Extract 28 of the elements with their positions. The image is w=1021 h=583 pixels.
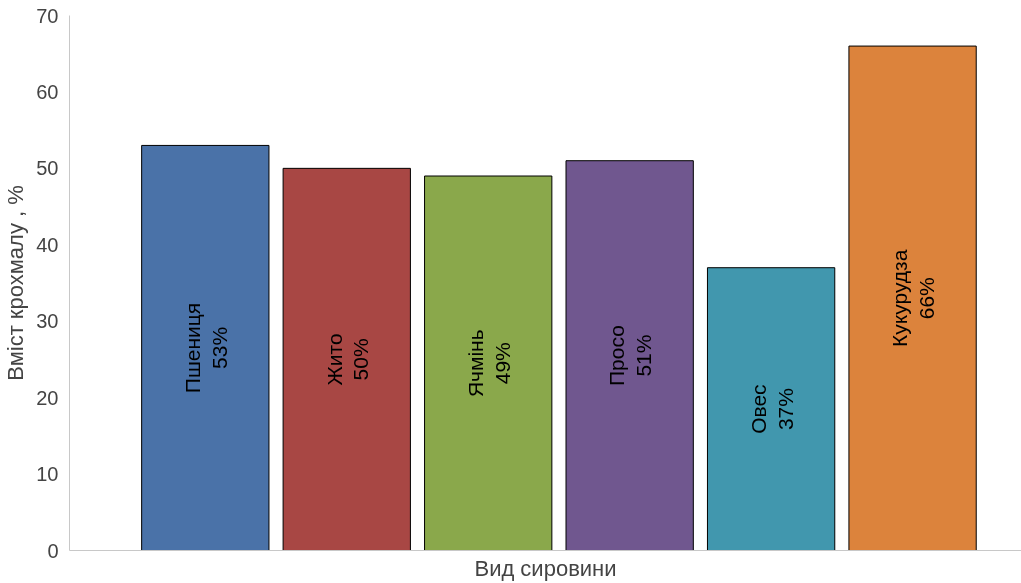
data-label: 49% xyxy=(490,342,514,385)
x-tick-label: Овес xyxy=(746,384,770,434)
y-tick-label: 20 xyxy=(36,386,59,409)
y-axis-title: Вміст крохмалу , % xyxy=(3,185,29,381)
bar xyxy=(282,167,411,551)
data-label: 51% xyxy=(632,334,656,377)
y-tick-label: 0 xyxy=(47,539,59,562)
x-tick-label: Ячмінь xyxy=(463,329,487,398)
y-tick-label: 60 xyxy=(36,80,59,103)
x-tick-label: Пшениця xyxy=(181,302,205,394)
bar xyxy=(848,45,977,551)
data-label: 53% xyxy=(207,326,231,369)
bar xyxy=(424,175,553,551)
bar xyxy=(141,144,270,551)
data-label: 50% xyxy=(349,338,373,381)
y-tick-label: 40 xyxy=(36,233,59,256)
y-tick-label: 30 xyxy=(36,310,59,333)
x-tick-label: Просо xyxy=(605,325,629,387)
x-tick-label: Кукурудза xyxy=(888,249,912,347)
y-tick-label: 70 xyxy=(36,4,59,27)
bar xyxy=(565,160,694,551)
bar xyxy=(706,267,836,551)
data-label: 37% xyxy=(773,388,797,431)
data-label: 66% xyxy=(915,277,939,320)
y-tick-label: 10 xyxy=(36,463,59,486)
x-tick-label: Жито xyxy=(322,333,346,386)
y-tick-label: 50 xyxy=(36,157,59,180)
x-axis-title: Вид сировини xyxy=(474,555,617,581)
